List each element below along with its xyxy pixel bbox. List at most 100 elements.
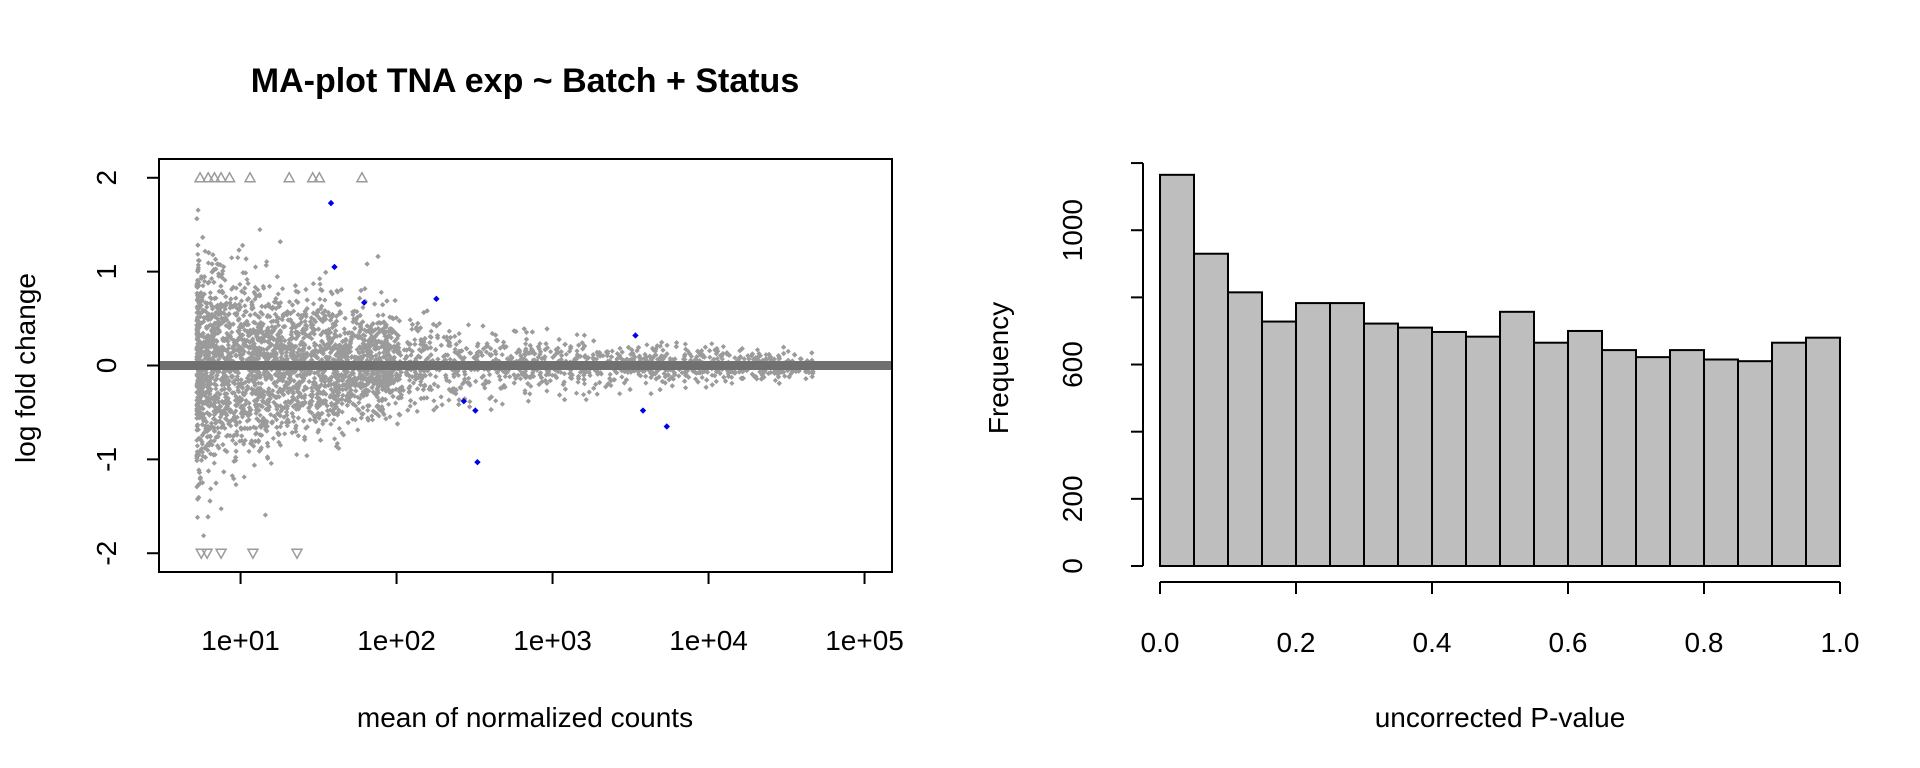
ma-point xyxy=(357,344,363,350)
ma-point xyxy=(446,397,452,403)
ma-point xyxy=(447,356,453,362)
ma-point xyxy=(243,398,249,404)
ma-point xyxy=(236,381,242,387)
ma-point xyxy=(322,308,328,314)
ma-point xyxy=(209,261,215,267)
ma-point xyxy=(211,381,217,387)
ma-point xyxy=(709,382,715,388)
ma-point xyxy=(372,334,378,340)
ma-point xyxy=(212,393,218,399)
ma-point xyxy=(636,371,642,377)
ma-point xyxy=(418,395,424,402)
ma-point xyxy=(386,332,392,338)
ma-point xyxy=(371,381,377,387)
ma-point xyxy=(376,350,382,356)
ma-point xyxy=(309,392,316,398)
ma-point xyxy=(293,423,299,429)
ma-point xyxy=(654,343,660,349)
ma-point xyxy=(310,301,317,307)
ma-point xyxy=(372,327,378,333)
ma-point xyxy=(236,301,242,308)
ma-point xyxy=(246,400,252,406)
ma-point xyxy=(309,388,315,394)
ma-point xyxy=(322,313,328,319)
ma-point xyxy=(246,372,252,378)
ma-point xyxy=(296,346,302,352)
ma-point xyxy=(209,276,215,282)
ma-point xyxy=(201,319,207,325)
ma-point xyxy=(229,255,235,261)
ma-point xyxy=(629,347,635,353)
ma-point xyxy=(425,355,431,361)
ma-point xyxy=(386,343,392,349)
ma-point xyxy=(241,312,247,319)
ma-point xyxy=(511,372,517,378)
ma-point xyxy=(210,252,216,258)
ma-point xyxy=(695,379,701,385)
ma-point xyxy=(301,387,307,393)
ma-point xyxy=(611,377,617,383)
ma-point xyxy=(235,377,241,383)
ma-point xyxy=(207,433,214,439)
ma-point xyxy=(247,425,253,431)
ma-point xyxy=(284,382,290,388)
ma-point xyxy=(609,348,615,354)
ma-point xyxy=(222,447,228,453)
ma-point xyxy=(619,374,625,380)
ma-point xyxy=(662,380,668,386)
ma-point xyxy=(343,355,349,361)
ma-point xyxy=(433,374,439,380)
ma-point xyxy=(704,369,711,375)
ma-point xyxy=(266,404,272,410)
ma-point xyxy=(581,377,587,383)
ma-point xyxy=(211,460,217,466)
ma-point xyxy=(262,304,268,310)
ma-point xyxy=(392,338,398,344)
ma-point xyxy=(329,339,335,345)
ma-point xyxy=(421,368,427,374)
ma-point xyxy=(256,370,262,376)
ma-point xyxy=(374,403,380,410)
ma-point xyxy=(523,346,529,352)
ma-point xyxy=(614,351,620,357)
ma-point xyxy=(785,348,791,354)
ma-point xyxy=(194,415,200,421)
ma-point xyxy=(295,353,301,359)
ma-point xyxy=(683,346,689,352)
ma-point xyxy=(285,398,291,404)
ma-point xyxy=(562,397,568,403)
ma-point xyxy=(357,375,363,381)
ma-point xyxy=(220,442,226,448)
ma-point xyxy=(239,433,245,439)
ma-point xyxy=(528,383,534,389)
ma-point xyxy=(237,281,243,287)
ma-point xyxy=(264,428,270,434)
ma-point xyxy=(724,351,730,357)
ma-point xyxy=(195,309,201,315)
ma-point xyxy=(444,337,450,343)
ma-point xyxy=(273,296,279,302)
ma-point xyxy=(499,401,505,407)
ma-point xyxy=(309,398,315,404)
ma-point xyxy=(200,382,207,388)
ma-point xyxy=(253,328,260,334)
ma-point xyxy=(502,373,508,380)
ma-point xyxy=(274,314,280,320)
ma-point xyxy=(215,434,221,440)
ma-point xyxy=(583,397,589,403)
ma-point xyxy=(735,357,741,363)
ma-point xyxy=(544,388,550,394)
ma-plot-panel: MA-plot TNA exp ~ Batch + Status 1e+01 1e… xyxy=(10,62,904,733)
ma-point xyxy=(215,425,221,431)
ma-point xyxy=(693,376,699,382)
ma-point xyxy=(241,348,247,354)
ma-point xyxy=(574,355,580,361)
ma-point xyxy=(278,354,284,360)
ma-point xyxy=(242,379,248,385)
ma-point xyxy=(720,344,726,350)
ma-point xyxy=(224,330,230,336)
ma-point xyxy=(418,379,424,385)
ma-point xyxy=(295,299,301,305)
ma-point xyxy=(233,408,239,414)
